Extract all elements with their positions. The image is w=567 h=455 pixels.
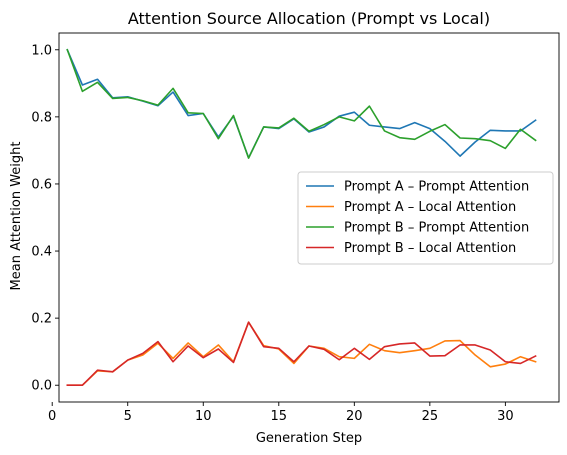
chart-title: Attention Source Allocation (Prompt vs L…: [128, 9, 490, 28]
legend-label-1: Prompt A – Prompt Attention: [344, 180, 529, 195]
x-tick-label: 15: [271, 409, 288, 424]
legend-label-4: Prompt B – Local Attention: [344, 241, 516, 256]
y-axis-label: Mean Attention Weight: [9, 142, 24, 291]
x-tick-label: 30: [497, 409, 514, 424]
y-tick-label: 0.4: [31, 245, 52, 260]
series-line-4: [66, 321, 537, 387]
legend-label-2: Prompt A – Local Attention: [344, 200, 516, 215]
series-line-1: [66, 48, 537, 159]
x-axis: 0 5 10 15 20 25 30: [48, 402, 514, 424]
plot-frame: [58, 32, 560, 403]
legend-box: [297, 171, 554, 265]
y-tick-label: 0.0: [31, 379, 52, 394]
y-tick-label: 0.8: [31, 110, 52, 125]
plot-area: [58, 32, 560, 403]
x-tick-label: 10: [195, 409, 212, 424]
series-line-3: [66, 48, 537, 159]
y-tick-label: 1.0: [31, 43, 52, 58]
legend-label-3: Prompt B – Prompt Attention: [344, 221, 529, 236]
x-tick-label: 5: [124, 409, 132, 424]
y-tick-label: 0.6: [31, 177, 52, 192]
x-tick-label: 0: [48, 409, 56, 424]
legend: Prompt A – Prompt Attention Prompt A – Lo…: [297, 171, 554, 265]
x-tick-label: 20: [346, 409, 363, 424]
y-tick-label: 0.2: [31, 312, 52, 327]
x-tick-label: 25: [422, 409, 439, 424]
x-axis-label: Generation Step: [256, 431, 362, 446]
y-axis: 0.0 0.2 0.4 0.6 0.8 1.0: [31, 43, 59, 394]
